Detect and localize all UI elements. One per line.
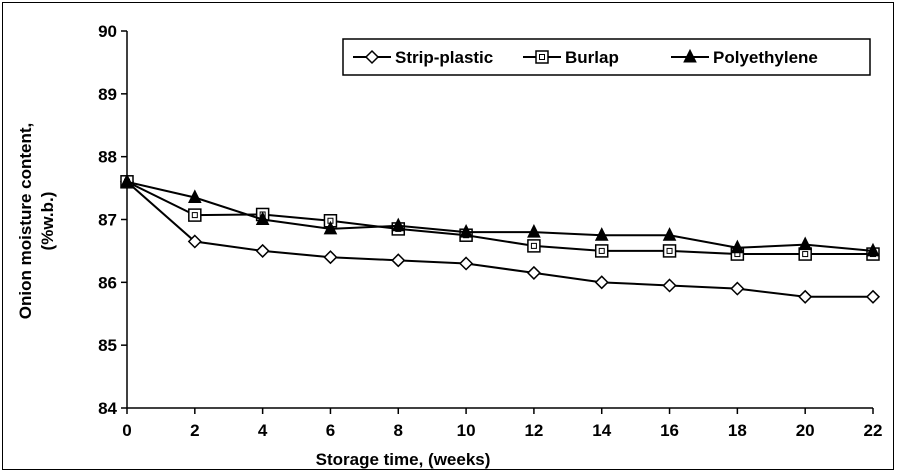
data-point [188,208,202,222]
data-point [798,289,813,304]
data-point [391,217,406,232]
square-marker-inner [191,212,198,219]
series-strip-plastic [119,174,881,304]
x-tick-label: 14 [592,421,611,440]
series-group [119,173,881,304]
series-polyethylene [120,173,880,257]
x-axis-label: Storage time, (weeks) [316,450,491,469]
y-tick-label: 88 [98,148,117,167]
legend-marker [364,49,380,65]
x-tick-label: 18 [728,421,747,440]
axes [126,31,873,409]
data-point [323,250,338,265]
series-line [126,180,873,256]
y-axis-label: Onion moisture content, [16,123,35,319]
square-marker-inner [666,247,673,254]
data-point [594,244,609,258]
data-point [527,239,541,253]
data-point [188,189,202,204]
data-point [459,256,474,271]
data-point [459,223,473,238]
data-point [662,227,677,241]
series-line [126,181,873,298]
legend-marker [535,50,549,64]
data-point [730,281,745,296]
data-point [391,253,406,268]
data-point [662,278,677,293]
data-point [798,236,812,251]
line-chart: 84 85 86 87 88 89 90 0 2 4 6 8 10 12 14 16 18 20 22 Strip-… [16,22,882,469]
data-point [662,244,677,258]
data-point [730,239,745,254]
legend-marker [683,48,697,63]
data-point [594,275,609,290]
data-point [527,223,541,238]
legend: Strip-plastic Burlap Polyethylene [342,38,871,76]
square-marker-box [594,244,609,258]
x-tick-label: 22 [864,421,883,440]
y-tick-label: 90 [98,22,117,41]
square-marker-box [527,239,541,253]
data-point [594,227,609,241]
legend-entry: Polyethylene [671,48,818,67]
data-point [255,243,270,258]
x-tick-label: 20 [796,421,815,440]
square-marker-inner [539,54,545,60]
y-axis-unit-label: (%w.b.) [38,192,57,251]
legend-entry: Burlap [523,48,619,67]
x-tick-label: 6 [326,421,335,440]
data-point [526,265,541,280]
y-tick-label: 86 [98,273,117,292]
data-point [323,220,338,235]
data-point [187,234,202,249]
x-tick-label: 10 [457,421,476,440]
legend-entry: Strip-plastic [353,48,493,67]
x-tick-label: 4 [258,421,268,440]
legend-label: Strip-plastic [395,48,493,67]
x-tick-label: 0 [122,421,131,440]
data-point [866,242,880,257]
legend-box [342,38,871,76]
square-marker-box [535,50,549,64]
data-point [865,289,881,304]
y-tick-label: 84 [98,399,117,418]
x-tick-label: 12 [524,421,543,440]
x-tick-label: 8 [394,421,403,440]
data-point [255,211,270,225]
series-line [126,180,874,252]
square-marker-inner [802,251,809,258]
x-tick-label: 2 [190,421,199,440]
square-marker-box [662,244,677,258]
y-tick-label: 85 [98,336,117,355]
y-tick-label: 87 [98,211,117,230]
square-marker-inner [598,247,605,254]
data-point [120,173,134,188]
legend-label: Polyethylene [713,48,818,67]
legend-label: Burlap [565,48,619,67]
square-marker-box [188,208,202,222]
x-tick-label: 16 [660,421,679,440]
square-marker-inner [530,242,537,249]
y-tick-label: 89 [98,85,117,104]
ticks: 84 85 86 87 88 89 90 0 2 4 6 8 10 12 14 16 18 20 22 [98,22,882,440]
